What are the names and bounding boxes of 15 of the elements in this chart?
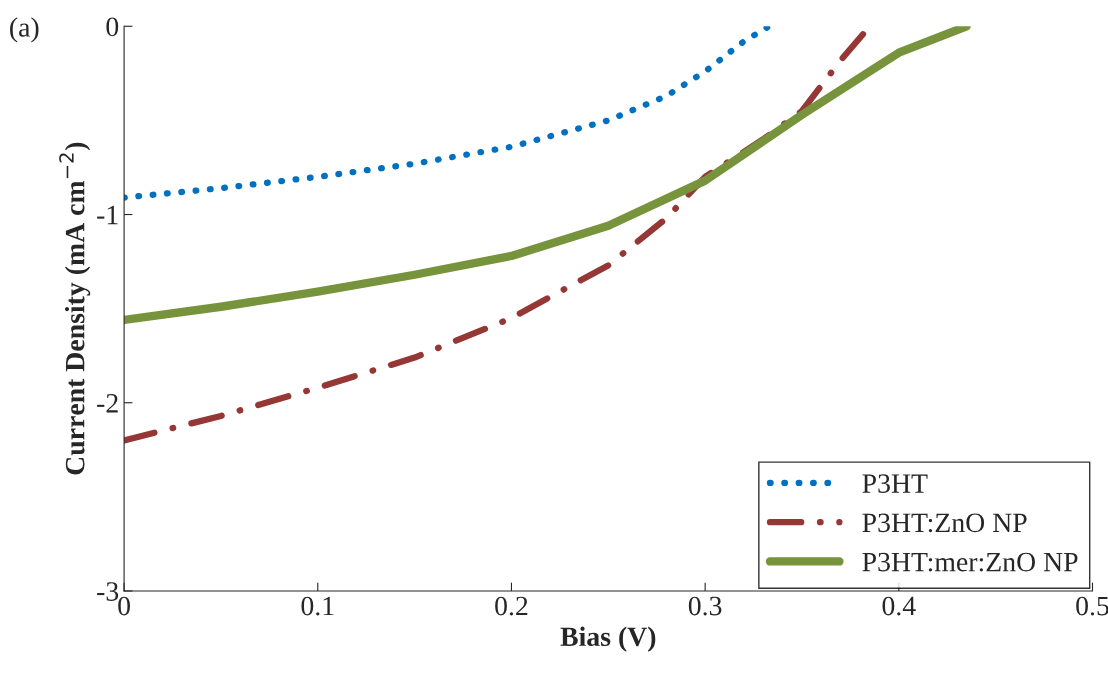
x-tick-label: 0.2 (495, 596, 528, 616)
text: (a) (10, 17, 39, 43)
x-axis-title: Bias (V) (560, 626, 656, 652)
x-tick-label: 0.5 (1076, 596, 1108, 616)
x-tick-label: 0.3 (688, 596, 722, 616)
x-tick-label: 0.4 (882, 596, 916, 616)
y-tick-label: -2 (97, 393, 118, 413)
y-tick-label: -1 (97, 205, 118, 225)
legend-label: P3HT:ZnO NP (862, 513, 1027, 533)
y-tick-label: -3 (97, 582, 119, 601)
y-axis-title: Current Density (mA cm$^{−2}$) (59, 142, 91, 475)
legend-label: P3HT (862, 474, 928, 493)
x-tick-label: 0.1 (301, 596, 334, 616)
legend-label: P3HT:mer:ZnO NP (862, 552, 1078, 572)
y-tick-label: 0 (106, 17, 119, 37)
